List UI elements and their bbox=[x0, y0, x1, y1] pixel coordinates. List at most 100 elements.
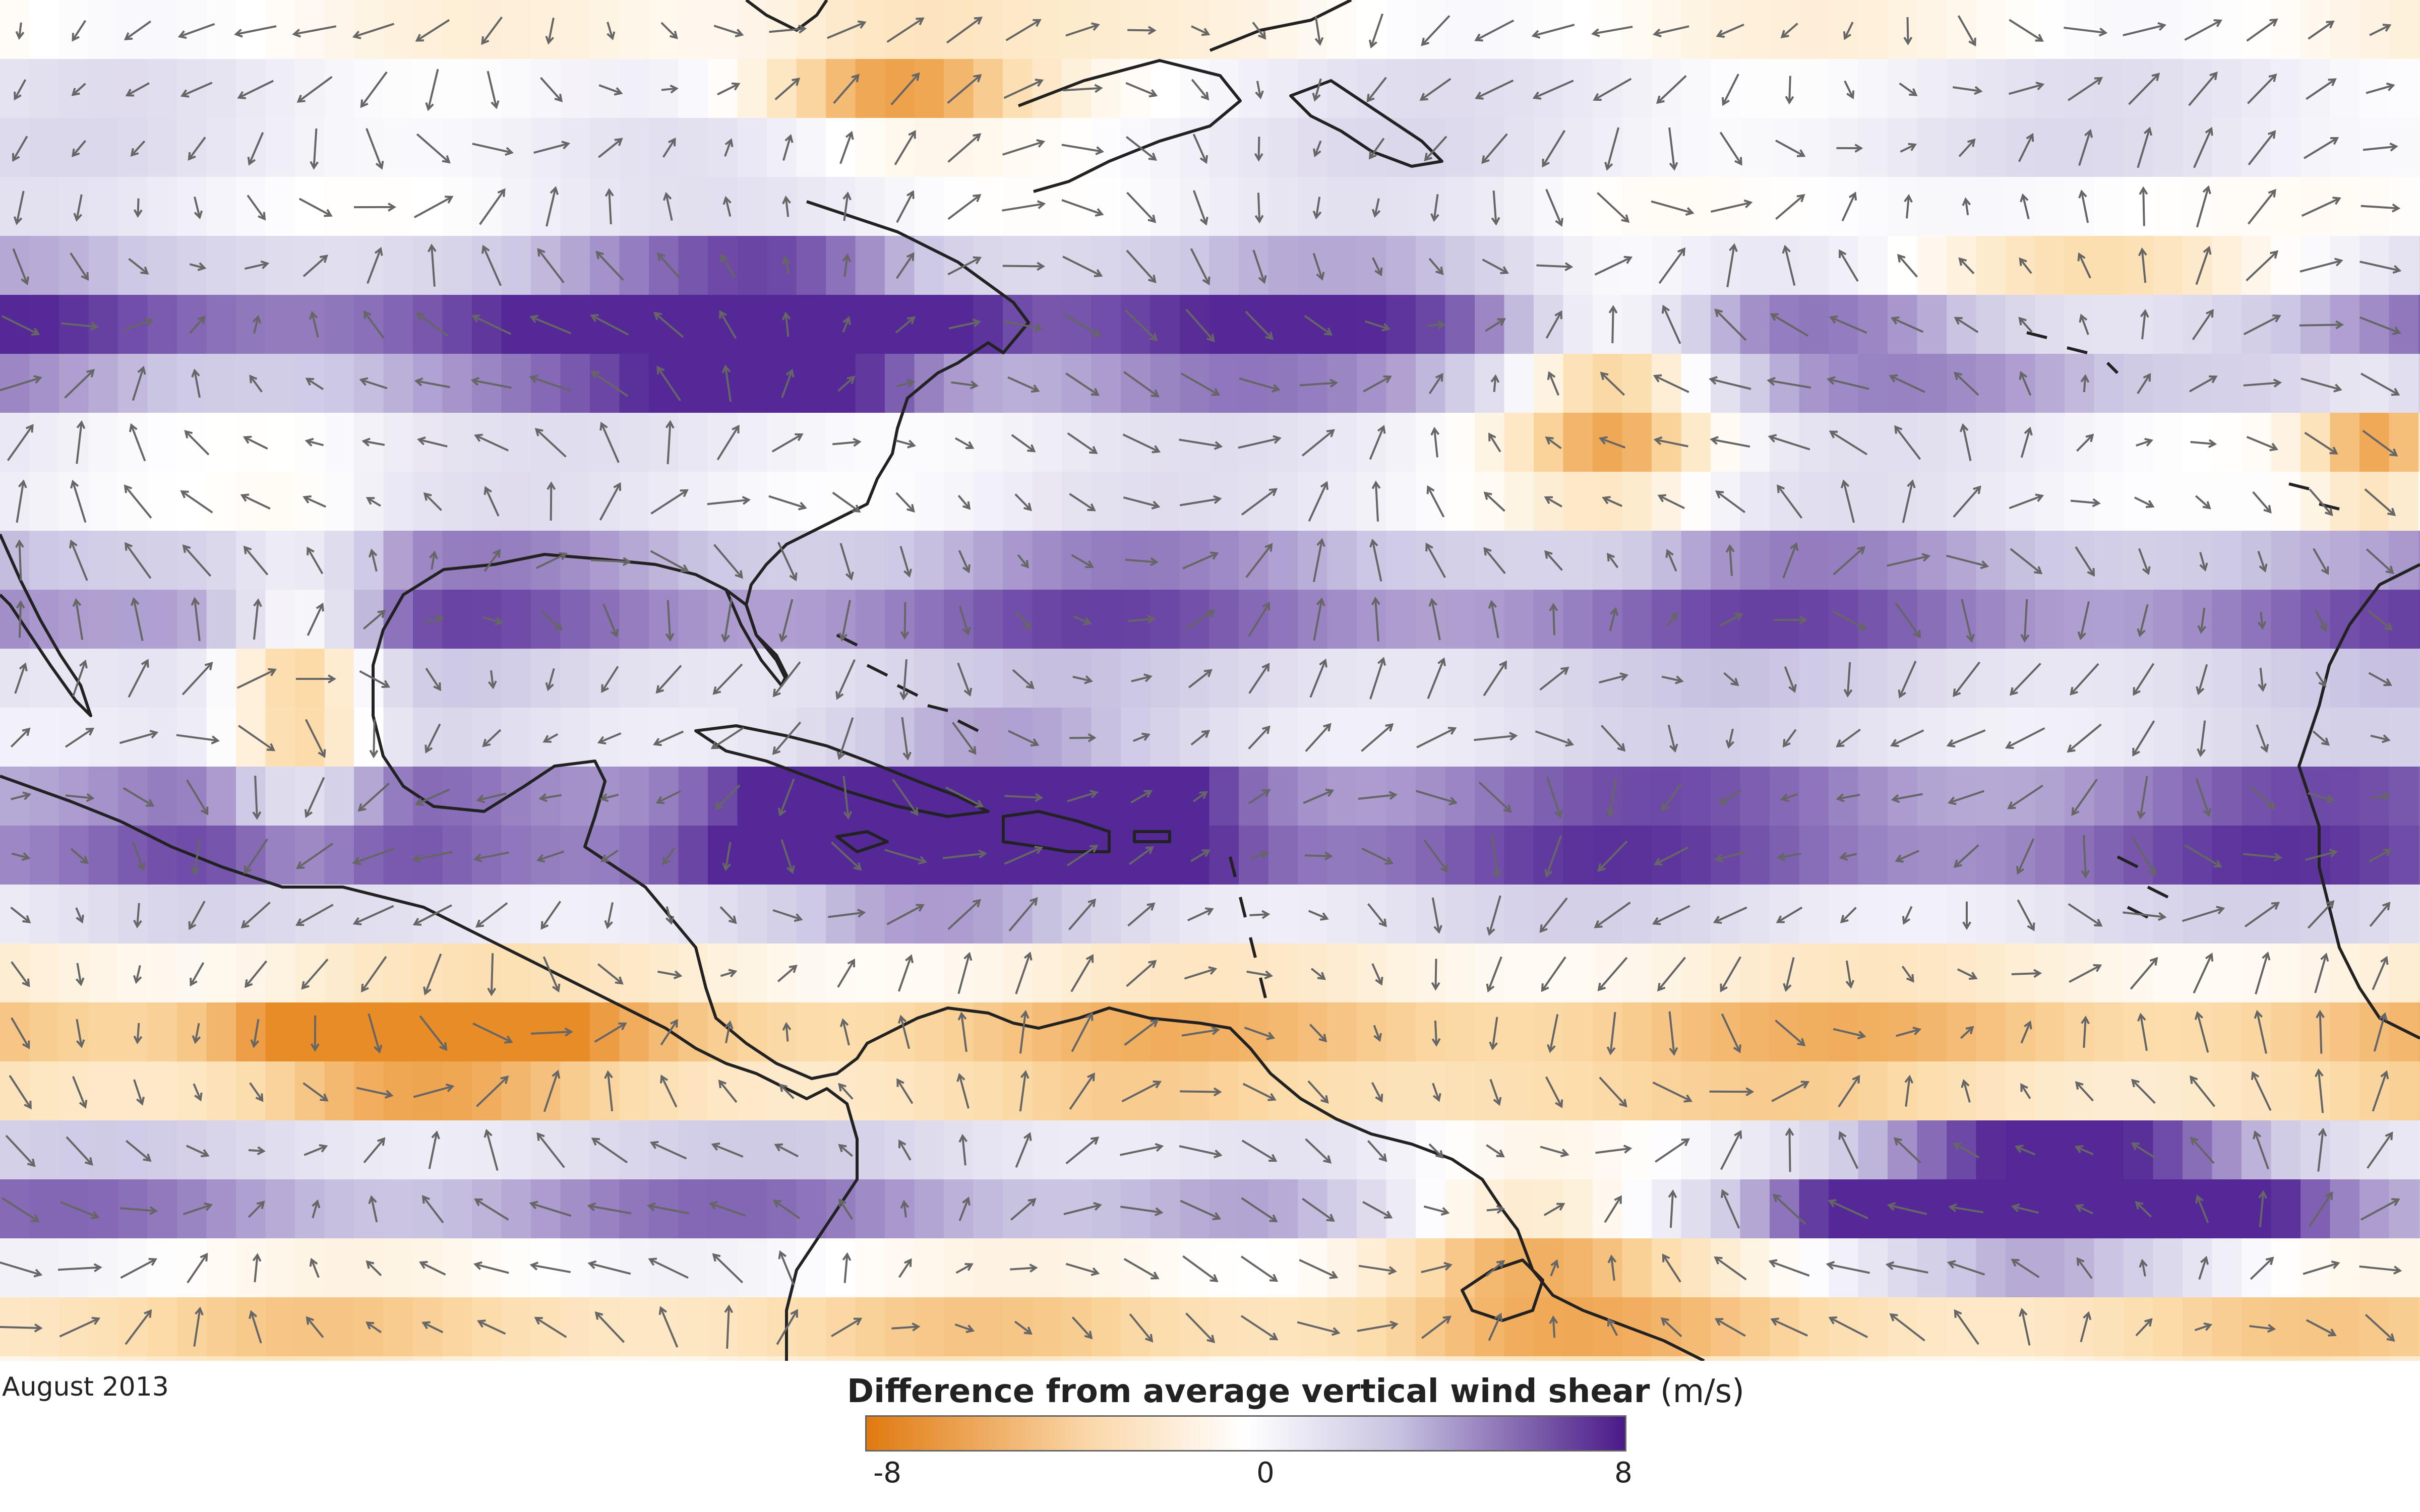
wind-vector-arrow bbox=[1181, 372, 1221, 396]
shear-anomaly-cell bbox=[236, 1061, 266, 1121]
wind-vector-arrow bbox=[2199, 552, 2208, 572]
shear-anomaly-cell bbox=[1740, 708, 1770, 767]
wind-vector-arrow bbox=[778, 1250, 795, 1286]
shear-anomaly-cell bbox=[354, 59, 384, 118]
shear-anomaly-cell bbox=[383, 1179, 413, 1239]
shear-anomaly-cell bbox=[1091, 0, 1121, 59]
shear-anomaly-cell bbox=[1327, 943, 1357, 1003]
shear-anomaly-cell bbox=[147, 1002, 177, 1062]
shear-anomaly-cell bbox=[767, 1356, 797, 1361]
date-label: August 2013 bbox=[2, 1372, 169, 1402]
shear-anomaly-cell bbox=[1593, 1297, 1623, 1357]
shear-anomaly-cell bbox=[1504, 767, 1534, 826]
shear-anomaly-cell bbox=[1386, 1356, 1416, 1361]
shear-anomaly-cell bbox=[1799, 1002, 1829, 1062]
shear-anomaly-cell bbox=[2124, 1356, 2154, 1361]
shear-anomaly-cell bbox=[472, 1120, 502, 1180]
wind-vector-arrow bbox=[1067, 789, 1099, 802]
shear-anomaly-cell bbox=[531, 1356, 561, 1361]
shear-anomaly-cell bbox=[324, 1120, 354, 1180]
shear-anomaly-cell bbox=[59, 1297, 89, 1357]
shear-anomaly-cell bbox=[1829, 413, 1859, 472]
shear-anomaly-cell bbox=[501, 236, 531, 295]
wind-vector-arrow bbox=[2008, 82, 2045, 95]
shear-anomaly-cell bbox=[560, 531, 590, 590]
shear-anomaly-cell bbox=[2360, 472, 2390, 531]
shear-anomaly-cell bbox=[206, 708, 236, 767]
shear-anomaly-cell bbox=[1534, 118, 1564, 177]
shear-anomaly-cell bbox=[796, 590, 826, 649]
shear-anomaly-cell bbox=[324, 826, 354, 885]
wind-vector-arrow bbox=[76, 420, 86, 464]
shear-anomaly-cell bbox=[1622, 1356, 1652, 1361]
shear-anomaly-cell bbox=[177, 472, 207, 531]
shear-anomaly-cell bbox=[1180, 531, 1210, 590]
shear-anomaly-cell bbox=[2065, 1297, 2095, 1357]
shear-anomaly-cell bbox=[1180, 708, 1210, 767]
shear-anomaly-cell bbox=[59, 531, 89, 590]
wind-vector-arrow bbox=[2371, 792, 2391, 801]
shear-anomaly-cell bbox=[826, 0, 856, 59]
shear-anomaly-cell bbox=[59, 708, 89, 767]
shear-anomaly-cell bbox=[2418, 590, 2420, 649]
shear-anomaly-cell bbox=[2006, 826, 2036, 885]
shear-anomaly-cell bbox=[1711, 0, 1741, 59]
shear-anomaly-cell bbox=[1563, 118, 1593, 177]
shear-anomaly-cell bbox=[1268, 531, 1298, 590]
wind-vector-arrow bbox=[2314, 953, 2329, 993]
shear-anomaly-cell bbox=[708, 295, 738, 354]
wind-vector-arrow bbox=[1960, 423, 1972, 461]
shear-anomaly-cell bbox=[177, 295, 207, 354]
shear-anomaly-cell bbox=[1209, 943, 1239, 1003]
wind-vector-arrow bbox=[1017, 554, 1030, 569]
shear-anomaly-cell bbox=[2330, 649, 2360, 708]
shear-anomaly-cell bbox=[206, 1238, 236, 1298]
shear-anomaly-cell bbox=[796, 472, 826, 531]
wind-vector-arrow bbox=[897, 954, 914, 992]
shear-anomaly-cell bbox=[1268, 767, 1298, 826]
shear-anomaly-cell bbox=[973, 1356, 1003, 1361]
wind-vector-arrow bbox=[75, 963, 85, 986]
shear-anomaly-cell bbox=[354, 1120, 384, 1180]
shear-anomaly-cell bbox=[2035, 59, 2065, 118]
shear-anomaly-cell bbox=[590, 354, 620, 413]
shear-anomaly-cell bbox=[737, 236, 767, 295]
wind-vector-arrow bbox=[237, 80, 274, 99]
shear-anomaly-cell bbox=[855, 649, 885, 708]
shear-anomaly-cell bbox=[2006, 1238, 2036, 1298]
shear-anomaly-cell bbox=[265, 0, 295, 59]
wind-vector-arrow bbox=[365, 1321, 382, 1334]
shear-anomaly-cell bbox=[383, 943, 413, 1003]
wind-vector-arrow bbox=[1305, 1138, 1332, 1164]
shear-anomaly-cell bbox=[708, 1120, 738, 1180]
shear-anomaly-cell bbox=[1888, 413, 1918, 472]
wind-vector-arrow bbox=[1714, 1318, 1746, 1337]
shear-anomaly-cell bbox=[885, 472, 915, 531]
shear-anomaly-cell bbox=[1239, 1356, 1269, 1361]
wind-vector-arrow bbox=[901, 717, 912, 761]
shear-anomaly-cell bbox=[1327, 413, 1357, 472]
shear-anomaly-cell bbox=[2065, 649, 2095, 708]
shear-anomaly-cell bbox=[147, 1238, 177, 1298]
shear-anomaly-cell bbox=[1475, 236, 1505, 295]
shear-anomaly-cell bbox=[944, 1179, 974, 1239]
shear-anomaly-cell bbox=[1268, 1120, 1298, 1180]
shear-anomaly-cell bbox=[826, 531, 856, 590]
wind-vector-arrow bbox=[1962, 901, 1971, 930]
shear-anomaly-cell bbox=[1563, 472, 1593, 531]
shear-anomaly-cell bbox=[354, 943, 384, 1003]
shear-anomaly-cell bbox=[1740, 943, 1770, 1003]
shear-anomaly-cell bbox=[1976, 649, 2006, 708]
wind-vector-arrow bbox=[1954, 1309, 1979, 1345]
shear-anomaly-cell bbox=[855, 826, 885, 885]
wind-vector-arrow bbox=[416, 133, 451, 164]
shear-anomaly-cell bbox=[2035, 177, 2065, 236]
wind-vector-arrow bbox=[193, 1083, 203, 1102]
wind-vector-arrow bbox=[529, 314, 571, 335]
wind-vector-arrow bbox=[2018, 133, 2034, 162]
shear-anomaly-cell bbox=[2301, 1238, 2331, 1298]
shear-anomaly-cell bbox=[1032, 531, 1062, 590]
wind-vector-arrow bbox=[602, 603, 619, 638]
shear-anomaly-cell bbox=[1475, 118, 1505, 177]
shear-anomaly-cell bbox=[796, 885, 826, 944]
